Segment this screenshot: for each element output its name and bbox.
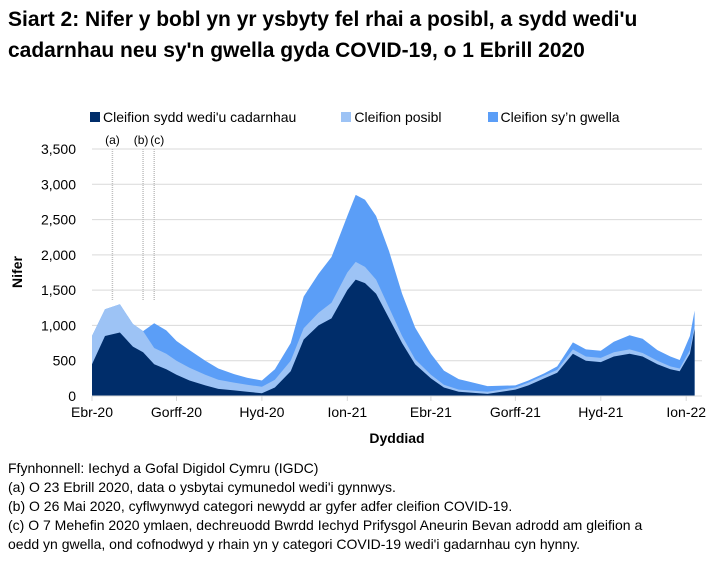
annotation-label: (c) bbox=[150, 133, 164, 147]
y-tick-label: 2,500 bbox=[41, 212, 76, 228]
y-tick-label: 3,000 bbox=[41, 176, 76, 192]
x-tick-label: Gorff-21 bbox=[490, 404, 541, 420]
legend-item-suspected: Cleifion posibl bbox=[341, 109, 442, 125]
legend-label-confirmed: Cleifion sydd wedi'u cadarnhau bbox=[103, 109, 297, 125]
area-recovering bbox=[92, 194, 695, 396]
chart-legend: Cleifion sydd wedi'u cadarnhau Cleifion … bbox=[90, 109, 620, 125]
y-axis-ticks: 0 500 1,000 1,500 2,000 2,500 3,000 3,500 bbox=[41, 141, 76, 404]
x-tick-label: Ebr-21 bbox=[410, 404, 452, 420]
legend-swatch-recovering bbox=[487, 112, 498, 122]
data-areas bbox=[92, 194, 695, 396]
x-tick-label: Hyd-21 bbox=[578, 404, 623, 420]
x-tick-label: Ion-22 bbox=[666, 404, 706, 420]
note-c-line1: (c) O 7 Mehefin 2020 ymlaen, dechreuodd … bbox=[8, 517, 643, 533]
note-b: (b) O 26 Mai 2020, cyflwynwyd categori n… bbox=[8, 498, 513, 514]
source-note: Ffynhonnell: Iechyd a Gofal Digidol Cymr… bbox=[8, 460, 319, 476]
chart-notes: Ffynhonnell: Iechyd a Gofal Digidol Cymr… bbox=[8, 459, 723, 554]
annotation-label: (a) bbox=[105, 133, 120, 147]
x-axis-title: Dyddiad bbox=[369, 430, 424, 446]
note-c-line2: oedd yn gwella, ond cofnodwyd y rhain yn… bbox=[8, 536, 581, 552]
x-axis-ticks: Ebr-20 Gorff-20 Hyd-20 Ion-21 Ebr-21 Gorff-21… bbox=[71, 396, 706, 420]
x-tick-label: Hyd-20 bbox=[239, 404, 284, 420]
area-confirmed bbox=[92, 279, 695, 396]
y-tick-label: 1,000 bbox=[41, 317, 76, 333]
legend-swatch-confirmed bbox=[90, 112, 100, 122]
y-tick-label: 500 bbox=[53, 353, 77, 369]
x-tick-label: Ebr-20 bbox=[71, 404, 113, 420]
annotation-lines bbox=[111, 149, 155, 300]
stacked-area-chart: 0 500 1,000 1,500 2,000 2,500 3,000 3,500 Ebr-2… bbox=[9, 133, 706, 446]
legend-label-recovering: Cleifion sy’n gwella bbox=[500, 109, 620, 125]
y-tick-label: 2,000 bbox=[41, 247, 76, 263]
chart-title: Siart 2: Nifer y bobl yn yr ysbyty fel r… bbox=[8, 8, 638, 62]
legend-swatch-suspected bbox=[341, 112, 352, 122]
legend-label-suspected: Cleifion posibl bbox=[354, 109, 442, 125]
legend-item-confirmed: Cleifion sydd wedi'u cadarnhau bbox=[90, 109, 296, 125]
x-tick-label: Gorff-20 bbox=[151, 404, 202, 420]
annotation-label: (b) bbox=[134, 133, 149, 147]
legend-item-recovering: Cleifion sy’n gwella bbox=[487, 109, 620, 125]
y-tick-label: 0 bbox=[68, 388, 76, 404]
y-tick-label: 1,500 bbox=[41, 282, 76, 298]
note-a: (a) O 23 Ebrill 2020, data o ysbytai cym… bbox=[8, 479, 396, 495]
x-tick-label: Ion-21 bbox=[327, 404, 367, 420]
y-tick-label: 3,500 bbox=[41, 141, 76, 157]
y-axis-title: Nifer bbox=[9, 256, 25, 288]
